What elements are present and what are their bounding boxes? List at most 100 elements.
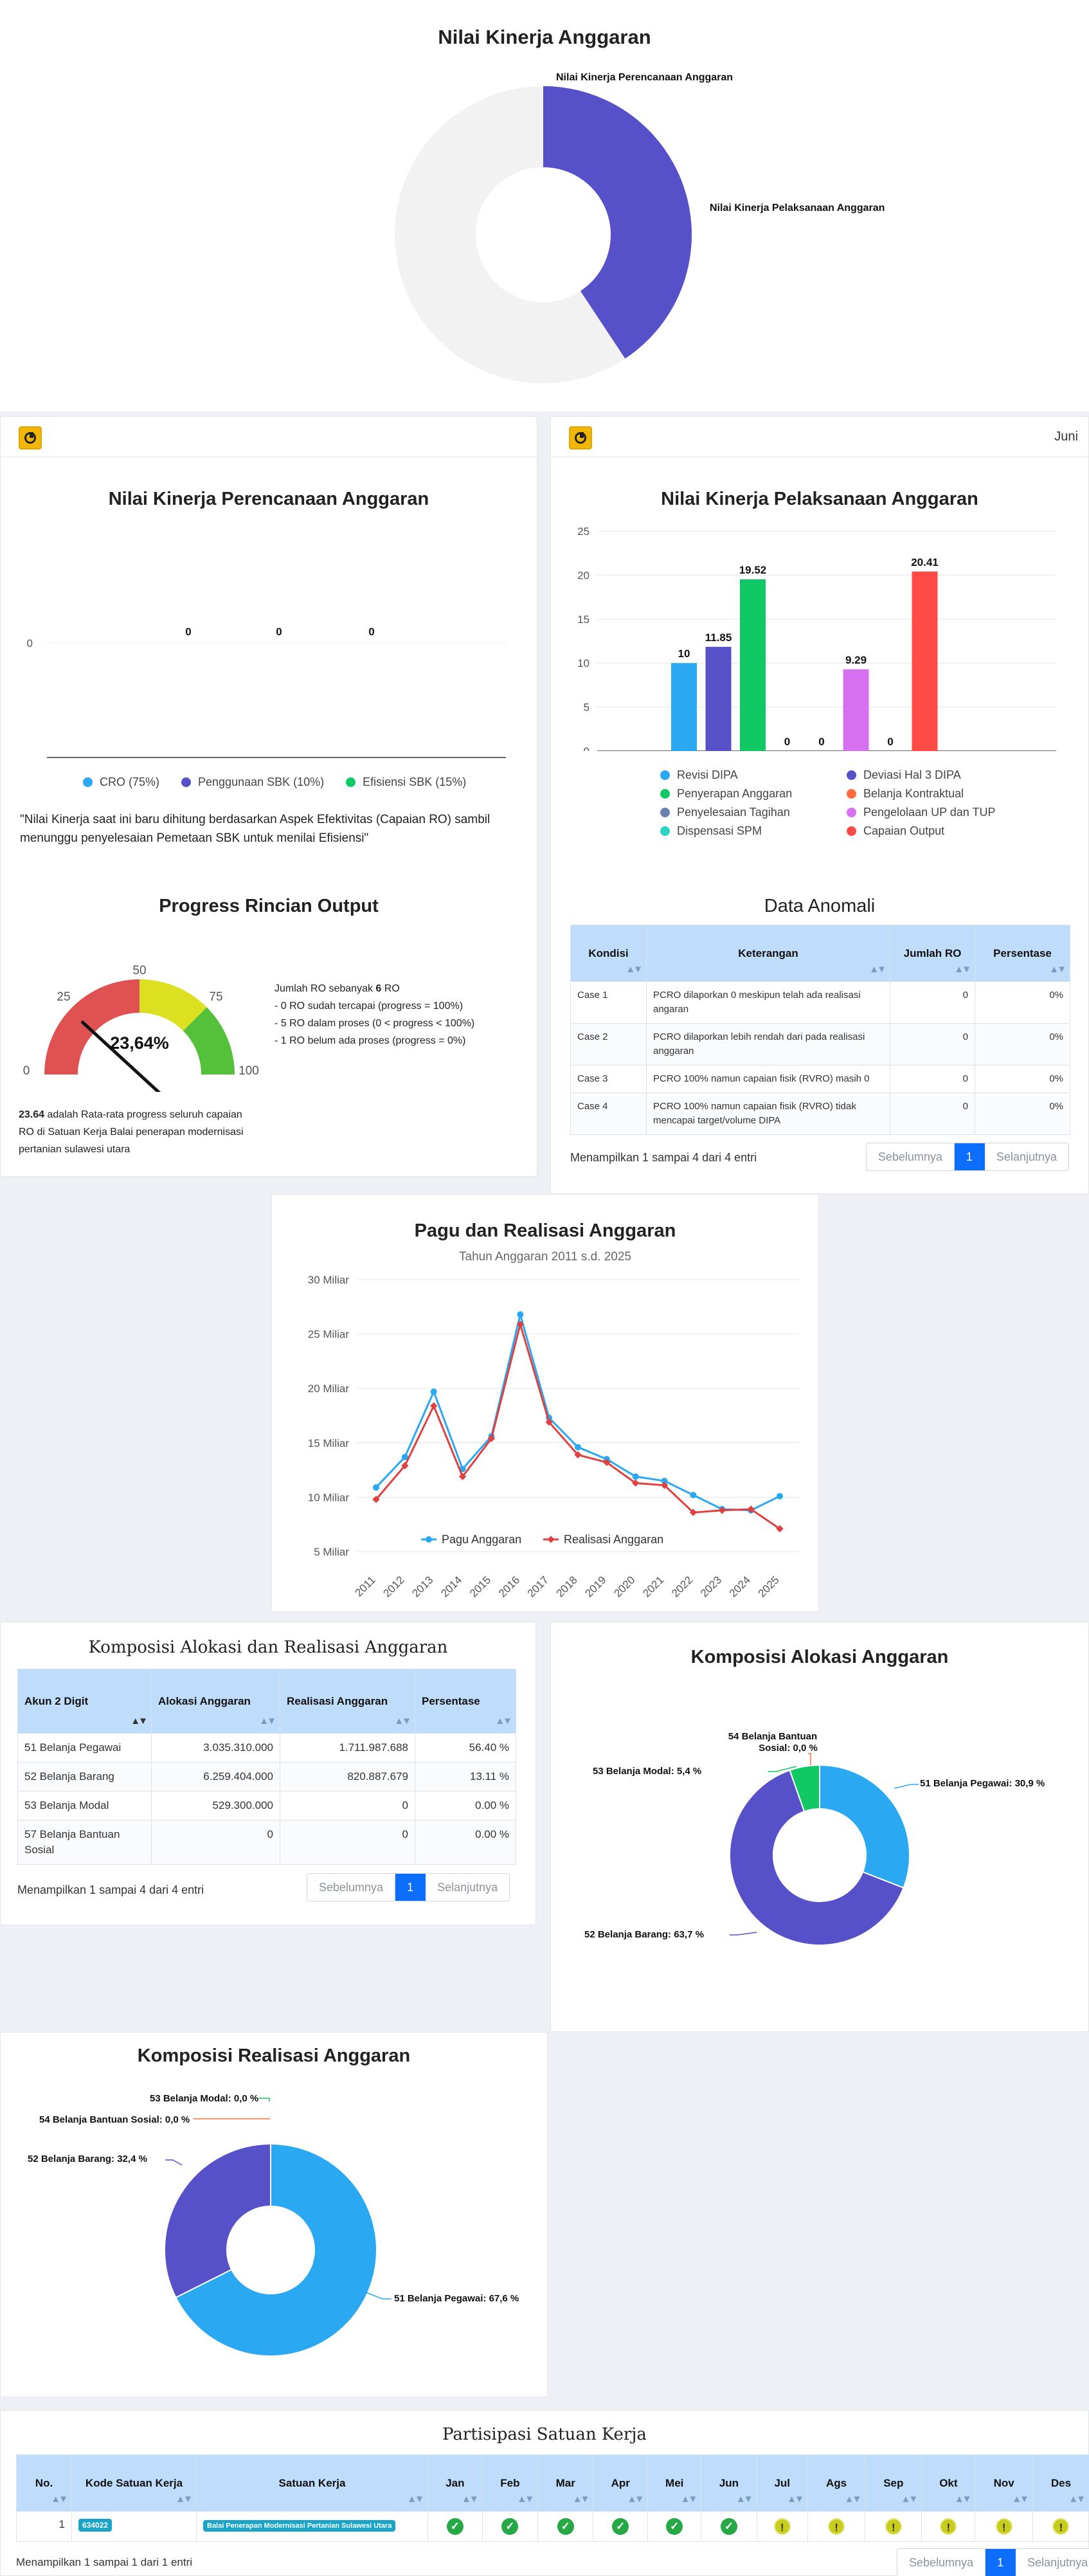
col-header[interactable]: Feb ▲▼ bbox=[482, 2454, 539, 2512]
data-point[interactable] bbox=[632, 1473, 639, 1480]
data-point[interactable] bbox=[517, 1311, 524, 1318]
col-header[interactable]: Jul ▲▼ bbox=[756, 2454, 808, 2512]
table-row[interactable]: Case 4 PCRO 100% namun capaian fisik (RVR… bbox=[570, 1093, 1070, 1135]
data-point[interactable] bbox=[372, 1496, 380, 1503]
col-keterangan[interactable]: Keterangan ▲▼ bbox=[646, 925, 890, 982]
legend-item-efisiensi[interactable]: Efisiensi SBK (15%) bbox=[346, 776, 466, 789]
bar-value-label: 0 bbox=[784, 736, 790, 748]
legend-item[interactable]: Penyelesaian Tagihan bbox=[660, 806, 847, 819]
data-point[interactable] bbox=[777, 1492, 783, 1500]
table-row[interactable]: 51 Belanja Pegawai 3.035.310.000 1.711.987… bbox=[17, 1733, 516, 1763]
data-point[interactable] bbox=[373, 1484, 379, 1491]
bar-value-label: 19.52 bbox=[739, 564, 767, 576]
prev-page-button[interactable]: Sebelumnya bbox=[307, 1874, 396, 1901]
progress-info: Jumlah RO sebanyak 6 RO - 0 RO sudah ter… bbox=[274, 980, 474, 1049]
data-point[interactable] bbox=[776, 1525, 784, 1533]
ro-unit: RO bbox=[384, 983, 400, 994]
bar[interactable] bbox=[671, 663, 697, 751]
page-1-button[interactable]: 1 bbox=[395, 1874, 426, 1901]
legend-item[interactable]: Dispensasi SPM bbox=[660, 824, 847, 838]
x-tick-label: 2020 bbox=[611, 1574, 637, 1599]
table-row[interactable]: Case 3 PCRO 100% namun capaian fisik (RVR… bbox=[570, 1065, 1070, 1093]
table-row[interactable]: 1 634022 Balai Penerapan Modernisasi Perta… bbox=[16, 2511, 1089, 2542]
bar[interactable] bbox=[705, 646, 732, 751]
legend-label: Revisi DIPA bbox=[677, 768, 738, 781]
legend-item[interactable]: Pengelolaan UP dan TUP bbox=[847, 806, 1027, 819]
col-header[interactable]: Apr ▲▼ bbox=[593, 2454, 649, 2512]
donut-slice[interactable] bbox=[175, 2143, 377, 2357]
data-point[interactable] bbox=[689, 1509, 698, 1516]
table-row[interactable]: 53 Belanja Modal 529.300.000 0 0.00 % bbox=[17, 1791, 516, 1820]
data-point[interactable] bbox=[690, 1492, 697, 1499]
table-row[interactable]: 52 Belanja Barang 6.259.404.000 820.887.67… bbox=[17, 1762, 516, 1791]
data-point[interactable] bbox=[458, 1473, 467, 1480]
prev-page-button[interactable]: Sebelumnya bbox=[897, 2549, 986, 2576]
next-page-button[interactable]: Selanjutnya bbox=[426, 1874, 510, 1901]
col-kondisi[interactable]: Kondisi ▲▼ bbox=[570, 925, 647, 982]
legend-item-sbk[interactable]: Penggunaan SBK (10%) bbox=[181, 776, 324, 789]
page-1-button[interactable]: 1 bbox=[986, 2549, 1016, 2576]
col-header[interactable]: Sep ▲▼ bbox=[865, 2454, 923, 2512]
col-header[interactable]: Kode Satuan Kerja ▲▼ bbox=[71, 2454, 197, 2512]
data-point[interactable] bbox=[430, 1388, 437, 1395]
col-header[interactable]: Nov ▲▼ bbox=[975, 2454, 1033, 2512]
bar[interactable] bbox=[740, 579, 766, 751]
prev-page-button[interactable]: Sebelumnya bbox=[866, 1143, 955, 1170]
next-page-button[interactable]: Selanjutnya bbox=[984, 1143, 1068, 1170]
donut-slice[interactable] bbox=[729, 1769, 905, 1946]
alokasi-label-modal: 53 Belanja Modal: 5,4 % bbox=[593, 1766, 701, 1777]
table-cell: 0% bbox=[975, 1093, 1070, 1135]
table-cell: Case 2 bbox=[570, 1023, 647, 1066]
legend-label: Efisiensi SBK (15%) bbox=[363, 776, 467, 788]
data-point[interactable] bbox=[401, 1462, 409, 1469]
data-point[interactable] bbox=[487, 1435, 496, 1442]
col-header[interactable]: Satuan Kerja ▲▼ bbox=[196, 2454, 428, 2512]
legend-item[interactable]: Belanja Kontraktual bbox=[847, 787, 1027, 801]
data-point[interactable] bbox=[401, 1453, 408, 1460]
col-header[interactable]: Ags ▲▼ bbox=[807, 2454, 866, 2512]
legend-item[interactable]: Realisasi Anggaran bbox=[543, 1533, 663, 1546]
col-persentase[interactable]: Persentase ▲▼ bbox=[415, 1669, 516, 1734]
legend-item-cro[interactable]: CRO (75%) bbox=[83, 776, 159, 789]
legend-item[interactable]: Pagu Anggaran bbox=[421, 1533, 521, 1546]
leader-line bbox=[808, 1753, 811, 1765]
col-header[interactable]: Jan ▲▼ bbox=[428, 2454, 483, 2512]
col-alokasi[interactable]: Alokasi Anggaran ▲▼ bbox=[151, 1669, 280, 1734]
data-point[interactable] bbox=[747, 1505, 755, 1513]
bar[interactable] bbox=[912, 571, 938, 751]
col-header[interactable]: Des ▲▼ bbox=[1032, 2454, 1089, 2512]
table-cell: ! bbox=[807, 2511, 866, 2542]
legend-item[interactable]: Capaian Output bbox=[847, 824, 1027, 838]
data-point[interactable] bbox=[575, 1444, 581, 1451]
legend-item[interactable]: Deviasi Hal 3 DIPA bbox=[847, 768, 1027, 782]
bar[interactable] bbox=[843, 669, 869, 751]
table-row[interactable]: Case 2 PCRO dilaporkan lebih rendah dari … bbox=[570, 1023, 1070, 1066]
legend-label: Belanja Kontraktual bbox=[863, 787, 964, 800]
donut-slice[interactable] bbox=[819, 1764, 910, 1889]
progress-title: Progress Rincian Output bbox=[159, 896, 379, 916]
legend-item[interactable]: Revisi DIPA bbox=[660, 768, 847, 782]
table-row[interactable]: 57 Belanja Bantuan Sosial 0 0 0.00 % bbox=[17, 1820, 516, 1865]
gauge-tick: 0 bbox=[23, 1064, 30, 1078]
col-akun[interactable]: Akun 2 Digit ▲▼ bbox=[17, 1669, 152, 1734]
legend-item[interactable]: Penyerapan Anggaran bbox=[660, 787, 847, 801]
col-header[interactable]: Okt ▲▼ bbox=[921, 2454, 976, 2512]
col-persentase[interactable]: Persentase ▲▼ bbox=[975, 925, 1070, 982]
data-point[interactable] bbox=[661, 1478, 668, 1485]
col-header[interactable]: No. ▲▼ bbox=[16, 2454, 72, 2512]
page-1-button[interactable]: 1 bbox=[954, 1143, 985, 1170]
col-header[interactable]: Jun ▲▼ bbox=[701, 2454, 757, 2512]
col-realisasi[interactable]: Realisasi Anggaran ▲▼ bbox=[280, 1669, 415, 1734]
col-jumlah-ro[interactable]: Jumlah RO ▲▼ bbox=[890, 925, 975, 982]
col-header[interactable]: Mei ▲▼ bbox=[647, 2454, 702, 2512]
col-header[interactable]: Mar ▲▼ bbox=[537, 2454, 594, 2512]
donut-slice[interactable] bbox=[164, 2143, 271, 2299]
table-row[interactable]: Case 1 PCRO dilaporkan 0 meskipun telah a… bbox=[570, 981, 1070, 1024]
bar-value-label: 0 bbox=[887, 736, 893, 748]
top-donut-filled-slice[interactable] bbox=[543, 86, 692, 359]
data-point[interactable] bbox=[430, 1402, 438, 1410]
table-cell: 52 Belanja Barang bbox=[17, 1762, 152, 1791]
next-page-button[interactable]: Selanjutnya bbox=[1016, 2549, 1089, 2576]
y-tick-label: 15 Miliar bbox=[308, 1437, 350, 1449]
data-point[interactable] bbox=[632, 1479, 640, 1487]
